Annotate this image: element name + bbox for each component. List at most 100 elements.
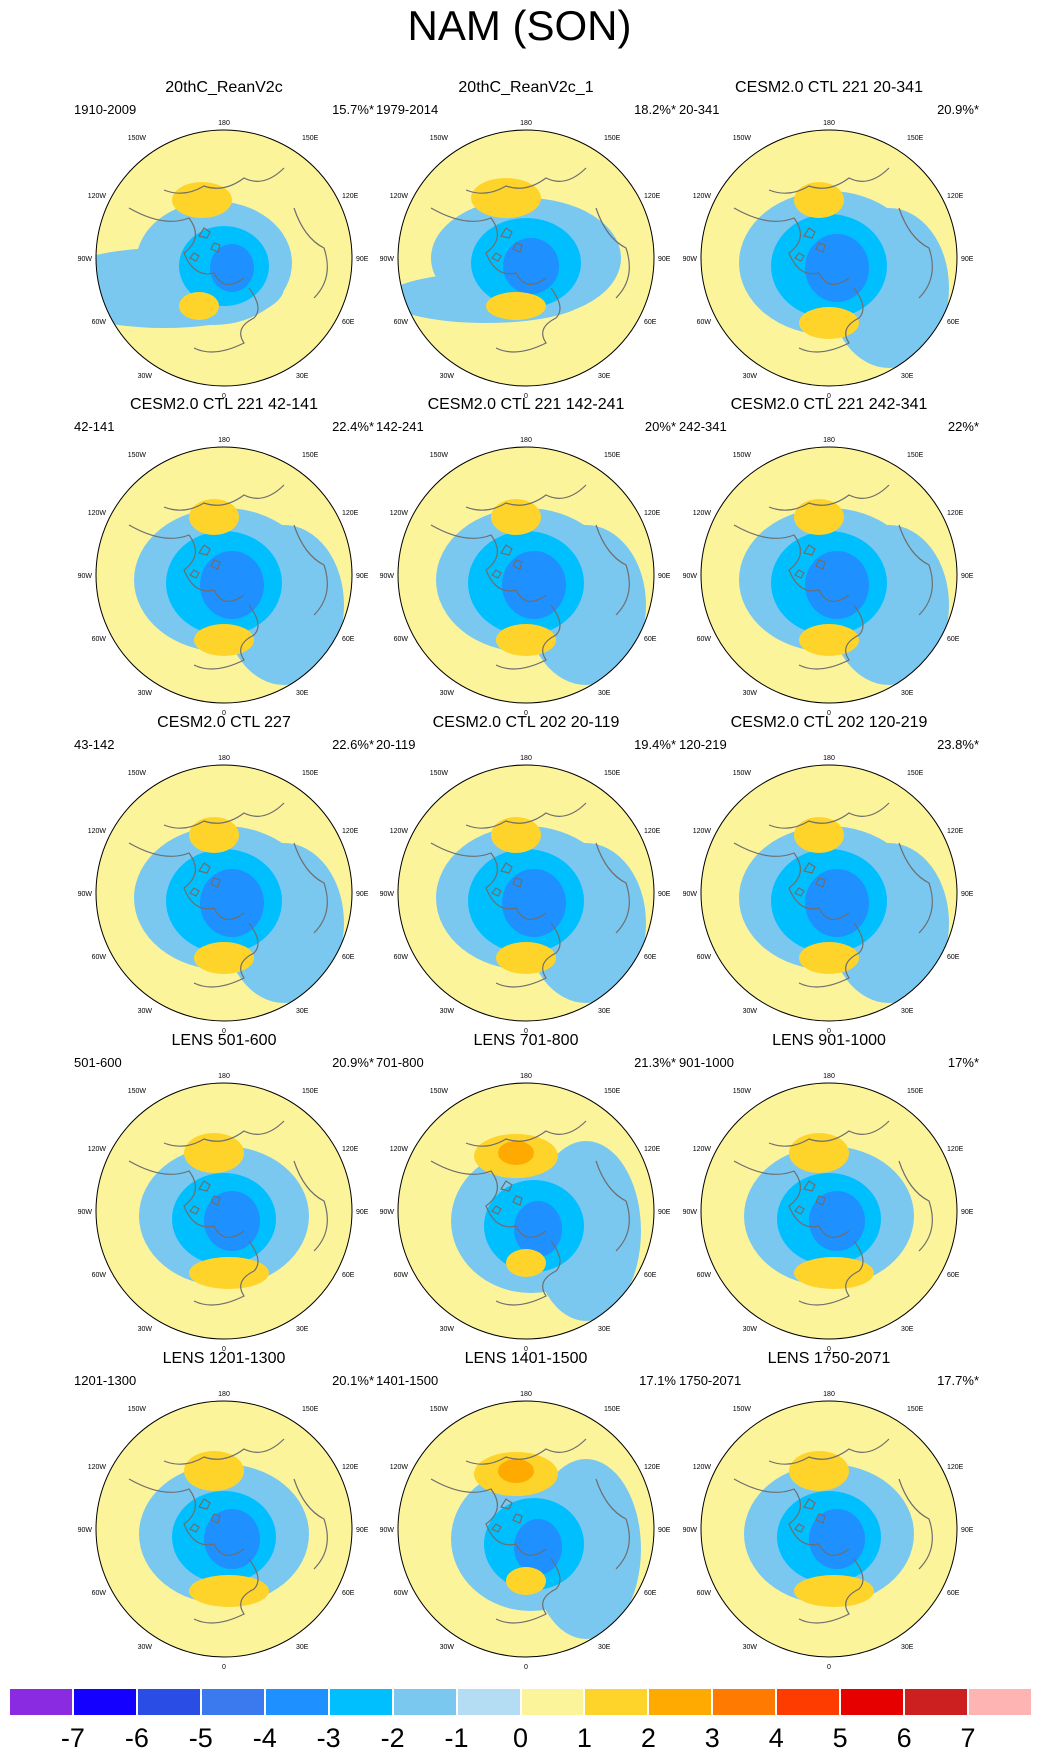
longitude-label: 90W: [380, 256, 395, 263]
longitude-label: 0: [524, 710, 528, 717]
colorbar-tick-label: -5: [188, 1723, 213, 1753]
panel-period: 501-600: [74, 1055, 122, 1070]
longitude-label: 150W: [128, 1406, 147, 1413]
panel-period: 142-241: [376, 419, 424, 434]
coastline: [733, 524, 850, 602]
coastline: [465, 484, 587, 511]
colorbar-swatch: [264, 1688, 329, 1716]
panel-title: CESM2.0 CTL 202 20-119: [432, 714, 620, 731]
polar-map: 180 0 150W 150E 120W 120E 90W 90E 60W 60E 30W 30E: [683, 1391, 974, 1671]
coastline: [495, 1558, 561, 1624]
longitude-label: 90E: [961, 1209, 974, 1216]
polar-map: 180 0 150W 150E 120W 120E 90W 90E 60W 60E 30W 30E: [380, 1391, 671, 1671]
longitude-label: 60W: [394, 1272, 409, 1279]
longitude-label: 180: [823, 437, 835, 444]
polar-map: 180 0 150W 150E 120W 120E 90W 90E 60W 60E 30W 30E: [380, 437, 671, 717]
longitude-label: 60W: [92, 1590, 107, 1597]
longitude-label: 180: [823, 1073, 835, 1080]
coastline: [595, 524, 630, 616]
panel-explained-variance: 17.1%: [639, 1373, 676, 1388]
longitude-label: 30E: [901, 690, 914, 697]
panel-explained-variance: 20.1%*: [332, 1373, 374, 1388]
longitude-label: 30W: [138, 690, 153, 697]
longitude-label: 150W: [733, 135, 752, 142]
map-panel: CESM2.0 CTL 202 120-219 120-219 23.8%* 180 0…: [659, 713, 999, 1035]
panel-explained-variance: 21.3%*: [634, 1055, 676, 1070]
panel-explained-variance: 22.4%*: [332, 419, 374, 434]
colorbar-tick-label: 0: [512, 1723, 529, 1753]
colorbar-tick-label: 1: [576, 1723, 592, 1753]
longitude-label: 150W: [430, 452, 449, 459]
longitude-label: 90W: [380, 573, 395, 580]
longitude-label: 120W: [693, 510, 712, 517]
coastline: [189, 227, 221, 262]
coastline: [430, 842, 547, 920]
colorbar-swatch: [392, 1688, 457, 1716]
map-panel: CESM2.0 CTL 221 142-241 142-241 20%* 180 0 15…: [356, 395, 696, 717]
longitude-label: 120W: [390, 1464, 409, 1471]
longitude-label: 0: [524, 393, 528, 400]
map-panel: LENS 701-800 701-800 21.3%* 180 0 150W 150E 120…: [356, 1031, 696, 1353]
coastline: [768, 484, 890, 511]
longitude-label: 90E: [961, 256, 974, 263]
longitude-label: 30E: [598, 690, 611, 697]
longitude-label: 30W: [440, 690, 455, 697]
coastline: [898, 842, 933, 934]
map-panel: CESM2.0 CTL 227 43-142 22.6%* 180 0 150W 150E 1…: [54, 713, 394, 1035]
panel-explained-variance: 22%*: [947, 419, 979, 434]
longitude-label: 60E: [947, 636, 960, 643]
coastline: [595, 1160, 630, 1252]
longitude-label: 30W: [138, 1326, 153, 1333]
coastline: [794, 862, 826, 897]
colorbar-swatch: [9, 1688, 73, 1716]
polar-map: 180 0 150W 150E 120W 120E 90W 90E 60W 60E 30W 30E: [78, 120, 369, 400]
figure-title: NAM (SON): [407, 2, 632, 49]
colorbar-tick-label: 6: [896, 1723, 912, 1753]
colorbar-swatch: [584, 1688, 649, 1716]
longitude-label: 60E: [644, 954, 657, 961]
longitude-label: 150E: [604, 1406, 621, 1413]
panel-period: 42-141: [74, 419, 115, 434]
colorbar-swatch: [648, 1688, 713, 1716]
longitude-label: 0: [524, 1028, 528, 1035]
longitude-label: 60E: [947, 1590, 960, 1597]
longitude-label: 30W: [743, 1644, 758, 1651]
longitude-label: 150E: [907, 1088, 924, 1095]
colorbar-tick-label: -2: [380, 1723, 405, 1753]
longitude-label: 90E: [356, 1209, 369, 1216]
coastline: [595, 1478, 630, 1570]
map-panel: LENS 1401-1500 1401-1500 17.1% 180 0 150W 150E…: [356, 1349, 696, 1671]
longitude-label: 60E: [947, 954, 960, 961]
panel-explained-variance: 19.4%*: [634, 737, 676, 752]
colorbar-tick-label: -6: [124, 1723, 149, 1753]
longitude-label: 120E: [947, 510, 964, 517]
colorbar-tick-label: -7: [60, 1723, 85, 1753]
longitude-label: 30W: [440, 1644, 455, 1651]
longitude-label: 120E: [644, 1464, 661, 1471]
coastline: [430, 524, 547, 602]
longitude-label: 180: [520, 1391, 532, 1398]
coastline: [733, 1160, 850, 1238]
longitude-label: 0: [827, 1346, 831, 1353]
longitude-label: 90W: [78, 1209, 93, 1216]
longitude-label: 150E: [302, 1406, 319, 1413]
longitude-label: 120E: [947, 828, 964, 835]
longitude-label: 120W: [390, 193, 409, 200]
longitude-label: 90E: [356, 891, 369, 898]
longitude-label: 150W: [430, 1088, 449, 1095]
longitude-label: 30W: [440, 1008, 455, 1015]
longitude-label: 90W: [78, 573, 93, 580]
coastline: [898, 1160, 933, 1252]
longitude-label: 90W: [78, 256, 93, 263]
coastline: [193, 604, 259, 670]
colorbar-swatch: [328, 1688, 393, 1716]
map-panel: 20thC_ReanV2c_1 1979-2014 18.2%* 180 0 150W 15…: [356, 78, 696, 400]
coastline: [163, 1438, 285, 1465]
longitude-label: 150E: [302, 1088, 319, 1095]
coastline: [733, 207, 850, 285]
coastline: [768, 1120, 890, 1147]
coastline: [495, 604, 561, 670]
longitude-label: 180: [520, 437, 532, 444]
longitude-label: 180: [520, 120, 532, 127]
longitude-label: 60E: [342, 636, 355, 643]
